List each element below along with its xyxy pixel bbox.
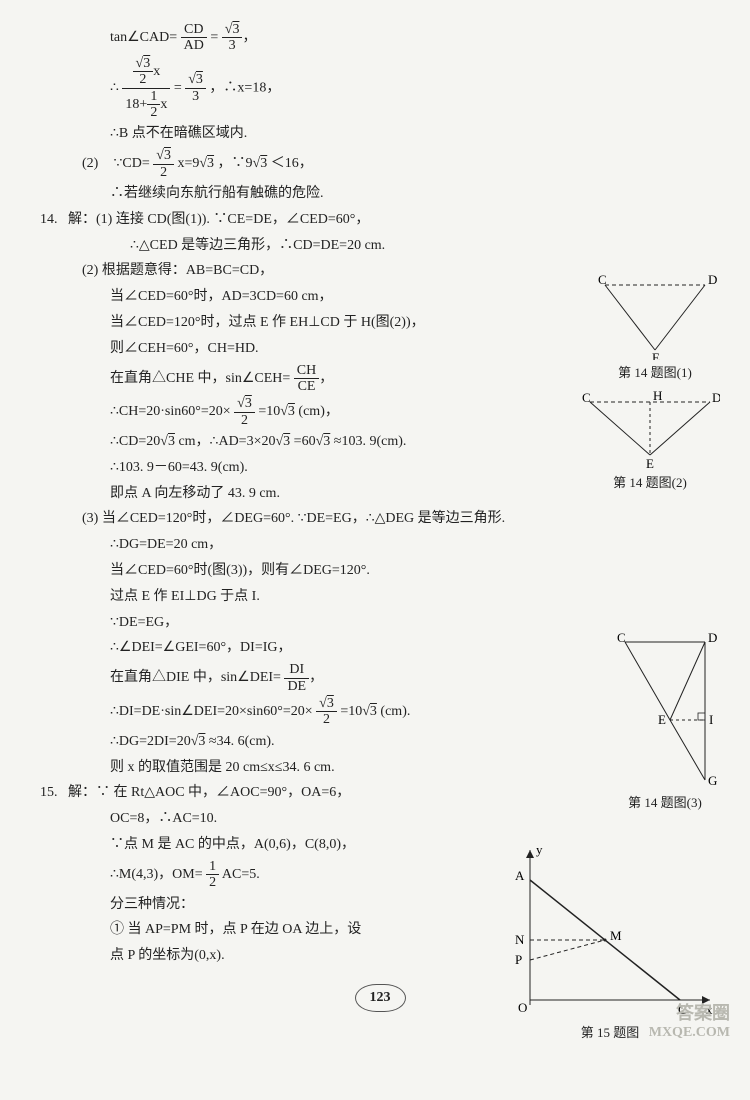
figure-14-2: C D E H 第 14 题图(2) — [580, 390, 720, 494]
svg-text:P: P — [515, 952, 522, 967]
watermark: 答案圈 MXQE.COM — [649, 1003, 730, 1041]
svg-text:C: C — [598, 272, 607, 287]
eq-solve-x: ∴ √32x 18+12x = √33 ，∴x=18， — [40, 56, 720, 121]
svg-text:E: E — [646, 456, 654, 470]
svg-text:A: A — [515, 868, 525, 883]
line-b-conclusion: ∴B 点不在暗礁区域内. — [40, 122, 720, 146]
figure-15-svg: A N P O C x y M — [500, 840, 720, 1020]
q14-p3-l4: 过点 E 作 EI⊥DG 于点 I. — [40, 585, 720, 609]
figure-14-3: C D E I G 第 14 题图(3) — [610, 630, 720, 814]
line-part2-cd: (2) ∵CD= √32 x=9√3 ，∵9√3 ＜16， — [40, 148, 720, 180]
svg-text:N: N — [515, 932, 525, 947]
figure-14-1-caption: 第 14 题图(1) — [590, 362, 720, 384]
figure-14-3-caption: 第 14 题图(3) — [610, 792, 720, 814]
svg-text:D: D — [708, 272, 717, 287]
svg-text:D: D — [712, 390, 720, 405]
q14-line1: 14.解：(1) 连接 CD(图(1)). ∵CE=DE，∠CED=60°， — [40, 208, 720, 232]
q14-line2: ∴△CED 是等边三角形，∴CD=DE=20 cm. — [40, 234, 720, 258]
svg-text:y: y — [536, 842, 543, 857]
eq-tan-cad: tan∠CAD= CDAD = √33， — [40, 22, 720, 54]
svg-text:C: C — [582, 390, 591, 405]
svg-text:M: M — [610, 928, 622, 943]
svg-text:H: H — [653, 390, 662, 403]
figure-14-1-svg: C D E — [590, 270, 720, 360]
svg-text:C: C — [617, 630, 626, 645]
svg-text:G: G — [708, 773, 717, 788]
svg-text:E: E — [652, 350, 660, 360]
figure-14-2-svg: C D E H — [580, 390, 720, 470]
figure-14-1: C D E 第 14 题图(1) — [590, 270, 720, 384]
q14-p3-l2: ∴DG=DE=20 cm， — [40, 533, 720, 557]
q14-p3-l1: (3) 当∠CED=120°时，∠DEG=60°. ∵DE=EG，∴△DEG 是… — [40, 507, 720, 531]
figure-14-2-caption: 第 14 题图(2) — [580, 472, 720, 494]
q14-p3-l3: 当∠CED=60°时(图(3))，则有∠DEG=120°. — [40, 559, 720, 583]
svg-text:O: O — [518, 1000, 527, 1015]
svg-text:E: E — [658, 712, 666, 727]
svg-text:D: D — [708, 630, 717, 645]
svg-text:I: I — [709, 712, 713, 727]
figure-14-3-svg: C D E I G — [610, 630, 720, 790]
line-danger: ∴若继续向东航行船有触礁的危险. — [40, 182, 720, 206]
